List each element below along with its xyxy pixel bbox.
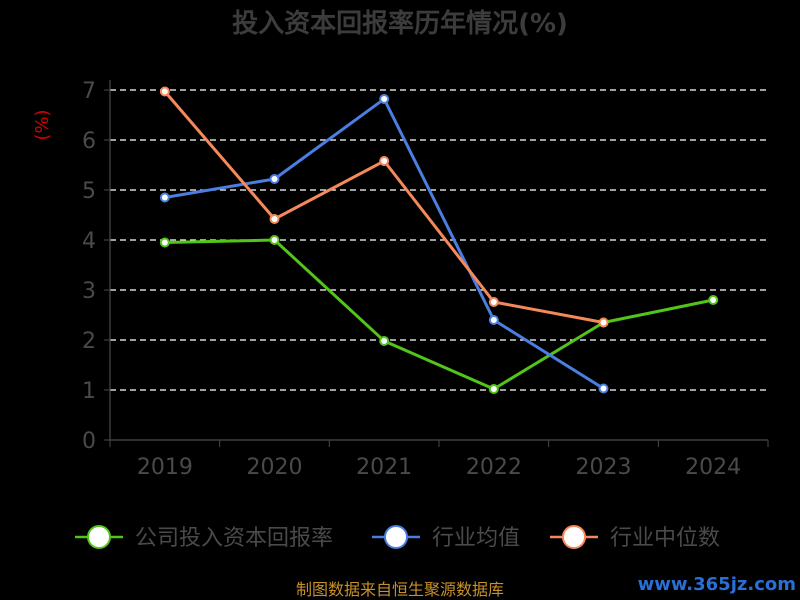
series-0 <box>159 235 719 394</box>
data-point[interactable] <box>488 315 499 325</box>
y-tick-label: 4 <box>82 229 96 254</box>
legend-label: 行业中位数 <box>610 526 720 551</box>
data-point[interactable] <box>379 156 390 166</box>
data-point[interactable] <box>159 192 170 203</box>
legend-marker-icon <box>384 525 408 549</box>
x-tick-label: 2019 <box>137 455 193 480</box>
chart-title: 投入资本回报率历年情况(%) <box>232 8 568 39</box>
y-tick-label: 7 <box>82 79 96 104</box>
data-point[interactable] <box>488 384 499 394</box>
series-lines <box>159 86 719 394</box>
series-1 <box>159 94 609 394</box>
legend-marker-icon <box>87 525 111 549</box>
y-tick-label: 3 <box>82 279 96 304</box>
y-tick-label: 0 <box>82 429 96 454</box>
y-tick-label: 2 <box>82 329 96 354</box>
data-point[interactable] <box>159 86 170 97</box>
y-tick-label: 1 <box>82 379 96 404</box>
legend-item[interactable]: 行业均值 <box>372 525 520 551</box>
data-point[interactable] <box>488 297 499 307</box>
watermark: www.365jz.com <box>638 574 796 595</box>
axes: 0 1 2 3 4 5 6 7 2019 2020 2021 2022 2023 2024 <box>82 79 769 480</box>
data-point[interactable] <box>708 295 719 305</box>
data-point[interactable] <box>598 383 609 394</box>
data-point[interactable] <box>379 336 390 346</box>
legend-label: 公司投入资本回报率 <box>135 526 333 551</box>
legend[interactable]: 公司投入资本回报率 行业均值 行业中位数 <box>75 525 720 551</box>
series-line <box>164 238 714 391</box>
data-point[interactable] <box>269 214 280 224</box>
data-point[interactable] <box>269 235 280 245</box>
legend-item[interactable]: 公司投入资本回报率 <box>75 525 333 551</box>
x-tick-label: 2024 <box>685 455 741 480</box>
legend-label: 行业均值 <box>432 526 520 551</box>
series-2 <box>159 86 609 328</box>
series-line <box>163 90 604 324</box>
data-point[interactable] <box>379 94 390 104</box>
data-source-note: 制图数据来自恒生聚源数据库 <box>296 580 504 599</box>
x-tick-label: 2023 <box>576 455 632 480</box>
legend-marker-icon <box>562 525 586 549</box>
data-point[interactable] <box>269 174 280 184</box>
y-axis-unit-label: (%) <box>32 109 53 140</box>
x-tick-label: 2022 <box>466 455 522 480</box>
x-tick-label: 2021 <box>356 455 412 480</box>
data-point[interactable] <box>598 317 609 328</box>
legend-item[interactable]: 行业中位数 <box>550 525 720 551</box>
y-tick-label: 5 <box>82 179 96 204</box>
data-point[interactable] <box>159 237 170 248</box>
y-tick-label: 6 <box>82 129 96 154</box>
x-tick-label: 2020 <box>247 455 303 480</box>
